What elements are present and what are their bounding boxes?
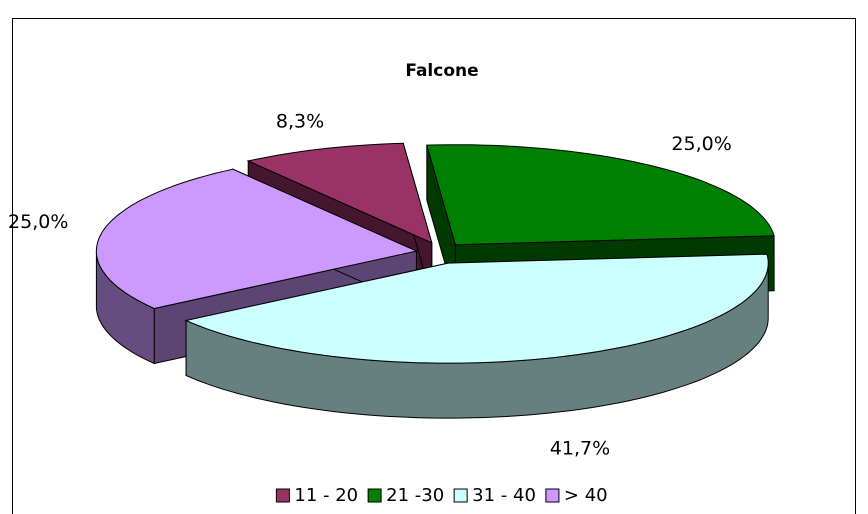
legend-label: 11 - 20 xyxy=(294,485,358,506)
pie-slice xyxy=(426,144,775,246)
pie-slice xyxy=(95,168,418,310)
legend-label: > 40 xyxy=(564,485,608,506)
chart-title: Falcone xyxy=(405,61,478,81)
legend-swatch xyxy=(545,488,560,503)
data-label: 8,3% xyxy=(276,111,324,133)
legend-swatch xyxy=(367,488,382,503)
data-label: 25,0% xyxy=(8,211,68,233)
pie-slice xyxy=(246,142,433,244)
data-label: 41,7% xyxy=(550,437,610,459)
legend-label: 31 - 40 xyxy=(472,485,536,506)
pie-tops xyxy=(95,142,775,364)
legend: 11 - 20 21 -30 31 - 40 > 40 xyxy=(275,485,608,506)
data-label: 25,0% xyxy=(671,133,731,155)
pie-slice xyxy=(184,253,769,364)
chart-border xyxy=(12,18,856,514)
legend-label: 21 -30 xyxy=(386,485,444,506)
legend-swatch xyxy=(275,488,290,503)
legend-swatch xyxy=(453,488,468,503)
data-labels: 8,3% 25,0% 41,7% 25,0% xyxy=(8,111,732,460)
